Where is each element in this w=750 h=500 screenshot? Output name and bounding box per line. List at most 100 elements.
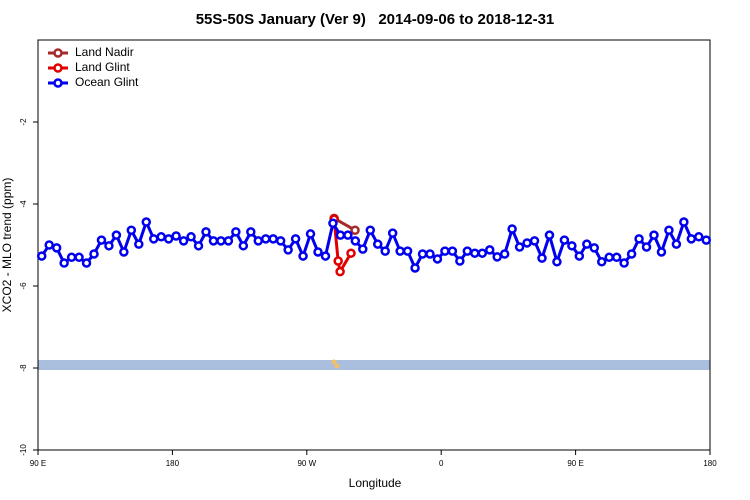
data-point [74, 252, 84, 263]
y-tick-label: -6 [19, 282, 28, 290]
data-point [216, 236, 226, 246]
data-point [694, 232, 704, 242]
data-point [134, 239, 144, 249]
y-tick-label: -4 [19, 200, 28, 208]
data-point [333, 256, 343, 266]
data-point [537, 253, 547, 263]
data-point [611, 252, 622, 263]
data-point [36, 251, 47, 261]
coverage-band [38, 360, 710, 370]
data-point [462, 246, 473, 256]
data-point [126, 225, 137, 235]
legend-label: Ocean Glint [75, 75, 139, 89]
series-line [332, 219, 353, 276]
data-point [44, 240, 54, 250]
data-point [634, 234, 644, 244]
data-point [387, 228, 398, 238]
data-point [66, 252, 77, 263]
data-point [529, 236, 540, 246]
data-point [589, 243, 600, 253]
x-tick-label: 0 [439, 459, 444, 468]
data-point [455, 256, 465, 266]
data-point [552, 257, 562, 267]
x-tick-label: 180 [703, 459, 717, 468]
data-point [178, 236, 189, 246]
data-point [574, 251, 585, 261]
data-point [686, 234, 697, 244]
data-point [365, 225, 376, 235]
data-point [679, 217, 689, 227]
data-point [567, 241, 577, 251]
data-point [208, 236, 219, 246]
data-point [171, 231, 181, 241]
data-point [96, 235, 107, 245]
data-point [59, 258, 69, 268]
data-point [596, 257, 607, 267]
data-point [223, 236, 234, 246]
data-point [656, 247, 667, 257]
data-point [111, 230, 122, 240]
y-tick-label: -2 [19, 118, 28, 126]
x-tick-label: 90 W [297, 459, 316, 468]
data-point [246, 227, 256, 237]
data-point [275, 236, 286, 246]
data-point [372, 239, 383, 249]
data-point [440, 246, 450, 256]
plot-frame [37, 39, 711, 451]
data-point [671, 239, 682, 249]
y-axis-label: XCO2 - MLO trend (ppm) [0, 178, 14, 313]
legend-label: Land Nadir [75, 45, 134, 59]
data-point [477, 248, 488, 258]
data-point [335, 230, 346, 240]
data-point [484, 245, 495, 255]
data-point [119, 247, 129, 257]
data-point [163, 234, 174, 244]
data-point [380, 246, 390, 256]
data-point [335, 266, 345, 277]
data-point [544, 230, 555, 240]
x-axis-label: Longitude [349, 476, 402, 490]
data-point [425, 249, 435, 259]
data-point [664, 225, 674, 235]
data-point [81, 258, 92, 268]
data-point [514, 242, 525, 252]
data-point [201, 227, 211, 237]
data-point [522, 238, 532, 248]
data-point [447, 246, 458, 256]
data-point [313, 247, 323, 257]
data-point [51, 243, 62, 253]
data-point [231, 227, 241, 237]
data-point [298, 251, 308, 261]
data-point [305, 229, 316, 239]
data-point [626, 249, 637, 259]
data-point [492, 252, 502, 262]
data-point [432, 254, 443, 264]
data-point [290, 234, 301, 244]
legend-label: Land Glint [75, 60, 130, 74]
data-point [402, 246, 413, 256]
data-point [582, 239, 592, 249]
x-tick-label: 180 [166, 459, 180, 468]
data-point [260, 234, 271, 244]
x-tick-label: 90 E [567, 459, 583, 468]
data-point [358, 244, 368, 254]
data-point [268, 234, 278, 244]
data-point [701, 235, 712, 245]
y-tick-label: -8 [19, 364, 28, 372]
data-point [186, 232, 196, 242]
data-point [410, 263, 420, 273]
data-point [238, 241, 249, 251]
data-point [604, 252, 614, 263]
chart-title: 55S-50S January (Ver 9) 2014-09-06 to 20… [196, 11, 555, 28]
data-point [104, 241, 114, 251]
x-tick-label: 90 E [30, 459, 46, 468]
data-point [283, 245, 293, 255]
data-point [350, 225, 360, 235]
data-point [559, 235, 570, 245]
data-point [343, 230, 353, 240]
data-point [253, 236, 264, 246]
data-point [470, 248, 480, 258]
coverage-dot [331, 359, 337, 365]
legend-marker [53, 48, 63, 58]
